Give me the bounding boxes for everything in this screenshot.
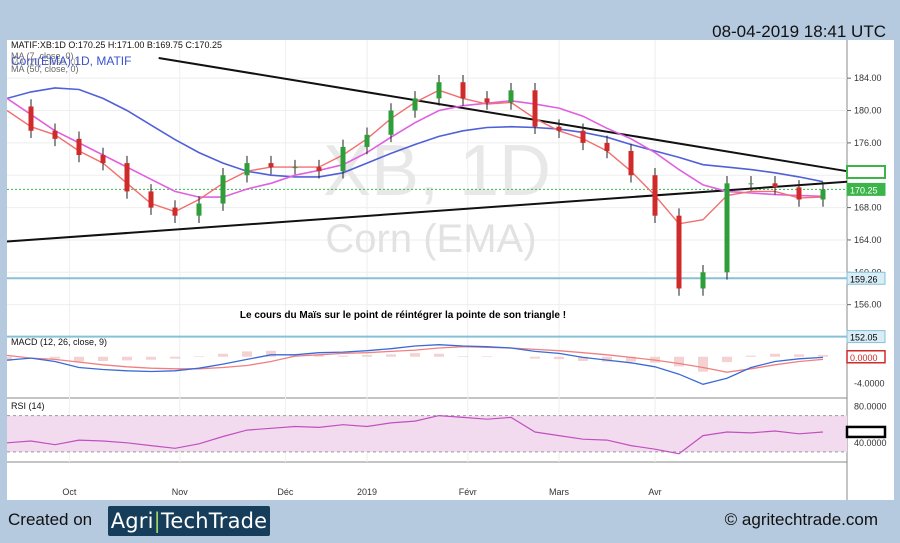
y-tick-label: 164.00 — [854, 235, 882, 245]
support-price-tag-box — [846, 271, 886, 285]
x-tick-label: 2019 — [357, 487, 377, 497]
candle-body — [580, 130, 586, 143]
candle-body — [172, 207, 178, 216]
x-tick-label: Déc — [277, 487, 294, 497]
watermark-name: Corn (EMA) — [325, 217, 536, 261]
ma7-legend-label: MA (7, close, 0) — [11, 51, 74, 61]
candle-body — [628, 150, 634, 176]
target-price-tag — [846, 165, 886, 179]
rsi-current-tag — [845, 425, 887, 439]
ma20-line — [6, 97, 824, 198]
candle-body — [508, 90, 514, 103]
upper-trendline — [158, 56, 848, 173]
candle-body — [748, 183, 754, 185]
y-tick-label: 180.00 — [854, 106, 882, 116]
logo-text-left: Agri — [110, 509, 154, 533]
candle-body — [556, 126, 562, 131]
candle-body — [124, 163, 130, 192]
agritechtrade-logo[interactable]: Agri|TechTrade — [108, 506, 270, 536]
x-tick-label: Mars — [549, 487, 569, 497]
candle-body — [652, 175, 658, 216]
candle-body — [52, 130, 58, 139]
candle-body — [292, 167, 298, 169]
ma50-line — [6, 87, 824, 183]
rsi-y-tick-label: 80.0000 — [854, 402, 887, 412]
candle-body — [220, 175, 226, 204]
candle-body — [796, 187, 802, 200]
macd-label: MACD (12, 26, close, 9) — [11, 337, 107, 347]
y-tick-label: 168.00 — [854, 203, 882, 213]
rsi-label: RSI (14) — [11, 401, 45, 411]
chart-svg[interactable]: Oct Nov Déc 2019 Févr Mars Avr 184.00 180.00 176.… — [2, 40, 894, 500]
y-tick-label: 156.00 — [854, 300, 882, 310]
rsi-band — [7, 415, 847, 452]
candle-body — [700, 272, 706, 289]
lower-trendline — [6, 180, 848, 243]
ohlc-info-line: MATIF:XB:1D O:170.25 H:171.00 B:169.75 C… — [11, 40, 222, 50]
candle-body — [268, 163, 274, 168]
macd-zero-tag: 0.0000 — [850, 353, 878, 363]
logo-separator-icon: | — [153, 509, 161, 533]
candle-body — [724, 183, 730, 273]
candle-body — [820, 189, 826, 200]
ma50-legend-label: MA (50, close, 0) — [11, 64, 79, 74]
candle-body — [100, 155, 106, 164]
x-tick-label: Oct — [62, 487, 77, 497]
y-tick-label: 184.00 — [854, 73, 882, 83]
copyright-label: © agritechtrade.com — [724, 510, 878, 529]
last-price-tag-box — [846, 182, 886, 196]
candle-body — [484, 98, 490, 103]
macd-zero-tag-box — [846, 350, 886, 364]
ma20-legend-label: MA (20, close, 0) — [11, 57, 79, 67]
candle-body — [244, 163, 250, 176]
last-price-tag: 170.25 — [850, 185, 878, 195]
candle-body — [676, 215, 682, 289]
low-price-tag: 152.05 — [850, 333, 878, 343]
instrument-legend-label: Corn(EMA),1D, MATIF — [11, 54, 131, 68]
low-price-tag-box — [846, 330, 886, 344]
rsi-y-tick-label: 40.0000 — [854, 438, 887, 448]
rsi-line — [6, 414, 824, 455]
macd-line — [6, 344, 824, 385]
candle-body — [148, 191, 154, 208]
candle-body — [604, 142, 610, 151]
x-tick-label: Févr — [459, 487, 477, 497]
candle-body — [76, 138, 82, 156]
x-tick-label: Avr — [648, 487, 661, 497]
chart-timestamp: 08-04-2019 18:41 UTC — [712, 22, 886, 41]
macd-y-tick-label: -4.0000 — [854, 379, 885, 389]
candle-body — [364, 134, 370, 147]
logo-text-right: TechTrade — [160, 509, 268, 533]
candle-body — [436, 82, 442, 99]
candle-body — [772, 183, 778, 188]
candle-body — [388, 110, 394, 135]
candle-body — [316, 167, 322, 172]
chart-panel: Oct Nov Déc 2019 Févr Mars Avr 184.00 180.00 176.… — [2, 40, 894, 500]
created-on-label: Created on — [8, 510, 93, 529]
x-tick-label: Nov — [172, 487, 189, 497]
candle-body — [460, 82, 466, 99]
candle-body — [412, 98, 418, 111]
support-price-tag: 159.26 — [850, 274, 878, 284]
candle-body — [196, 203, 202, 216]
chart-annotation: Le cours du Maïs sur le point de réintég… — [240, 310, 566, 321]
candle-body — [28, 106, 34, 131]
y-tick-label: 176.00 — [854, 138, 882, 148]
candle-body — [532, 90, 538, 127]
candle-body — [340, 146, 346, 172]
watermark-symbol: XB, 1D — [323, 131, 551, 211]
macd-signal-line — [6, 346, 824, 373]
